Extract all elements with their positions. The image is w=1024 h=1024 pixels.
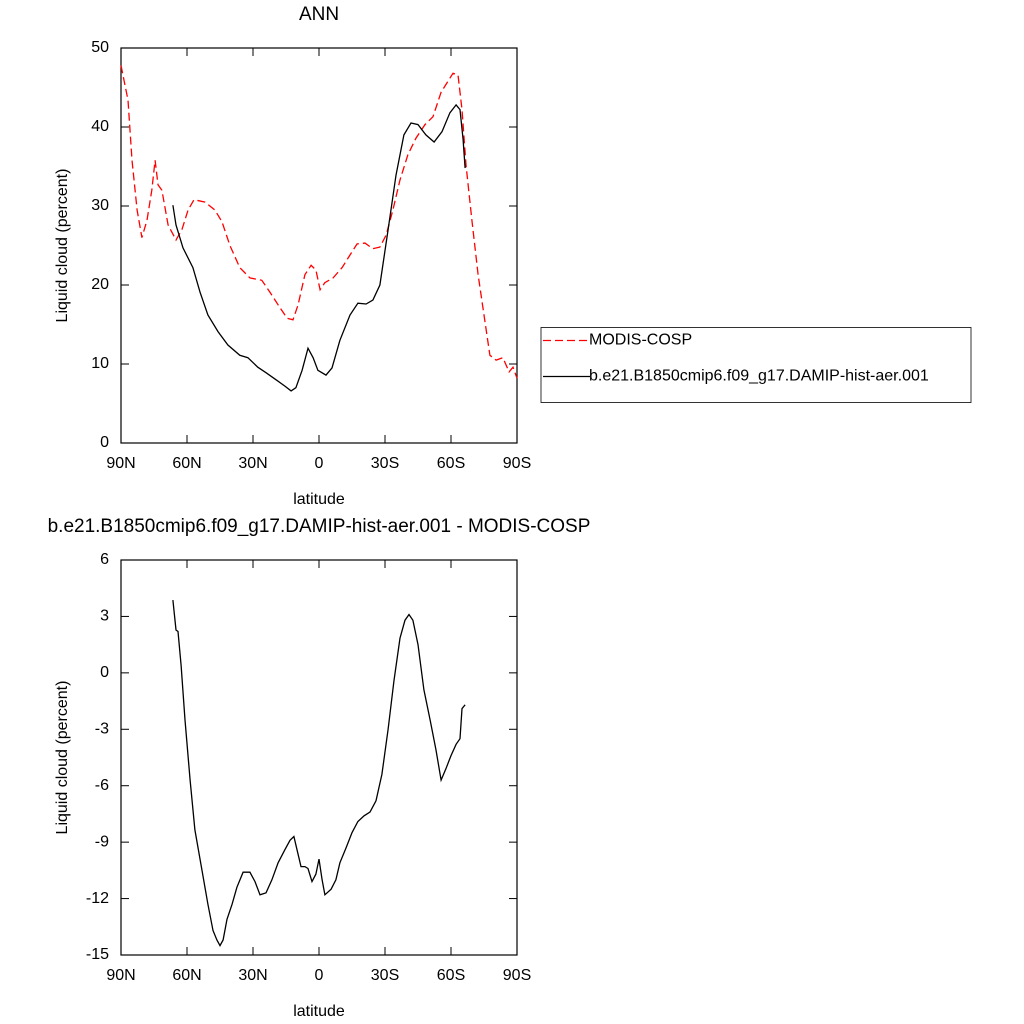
y-tick-label: -15 <box>86 946 109 963</box>
y-tick-label: -6 <box>95 777 109 794</box>
legend-label: MODIS-COSP <box>589 332 692 349</box>
x-tick-label: 30N <box>238 967 267 984</box>
x-tick-label: 90N <box>106 967 135 984</box>
y-axis-label: Liquid cloud (percent) <box>54 169 71 323</box>
x-tick-label: 30S <box>371 967 399 984</box>
x-tick-label: 0 <box>315 455 324 472</box>
x-tick-label: 0 <box>315 967 324 984</box>
x-axis-label: latitude <box>293 491 345 508</box>
y-tick-label: 10 <box>91 355 109 372</box>
chart-title: ANN <box>299 4 339 25</box>
y-tick-label: -3 <box>95 721 109 738</box>
x-tick-label: 90S <box>503 455 531 472</box>
chart-title: b.e21.B1850cmip6.f09_g17.DAMIP-hist-aer.… <box>48 516 591 537</box>
data-line <box>172 600 466 947</box>
y-tick-label: 30 <box>91 197 109 214</box>
x-tick-label: 60N <box>172 455 201 472</box>
y-tick-label: 20 <box>91 276 109 293</box>
data-line <box>120 65 518 379</box>
plot-frame <box>120 559 518 956</box>
x-axis-label: latitude <box>293 1003 345 1020</box>
x-tick-label: 60S <box>437 967 465 984</box>
y-tick-label: 0 <box>100 434 109 451</box>
plot-frame <box>120 47 518 444</box>
x-tick-label: 90S <box>503 967 531 984</box>
y-tick-label: -9 <box>95 833 109 850</box>
y-tick-label: 40 <box>91 118 109 135</box>
x-tick-label: 90N <box>106 455 135 472</box>
data-line <box>172 103 466 392</box>
x-tick-label: 30N <box>238 455 267 472</box>
x-tick-label: 30S <box>371 455 399 472</box>
y-tick-label: 50 <box>91 39 109 56</box>
y-tick-label: 6 <box>100 551 109 568</box>
legend-box <box>540 327 972 403</box>
x-tick-label: 60S <box>437 455 465 472</box>
y-tick-label: -12 <box>86 890 109 907</box>
y-axis-label: Liquid cloud (percent) <box>54 681 71 835</box>
x-tick-label: 60N <box>172 967 201 984</box>
legend-label: b.e21.B1850cmip6.f09_g17.DAMIP-hist-aer.… <box>589 368 929 385</box>
y-tick-label: 0 <box>100 664 109 681</box>
y-tick-label: 3 <box>100 608 109 625</box>
